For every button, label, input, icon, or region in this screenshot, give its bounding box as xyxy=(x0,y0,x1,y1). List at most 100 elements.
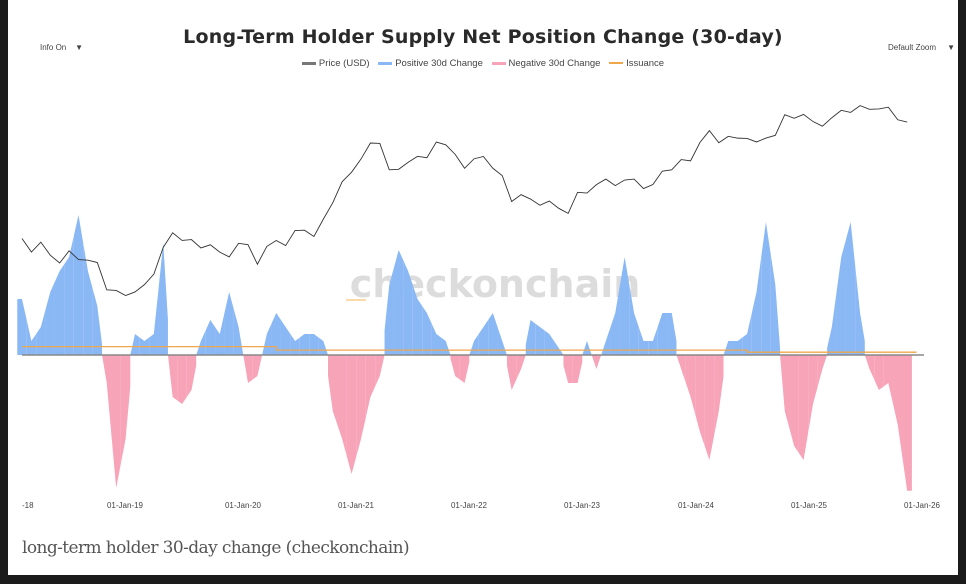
negative-change-area xyxy=(714,355,724,436)
positive-change-area xyxy=(299,334,310,355)
positive-change-area xyxy=(525,320,536,355)
zoom-label: Default Zoom xyxy=(888,43,937,52)
negative-change-area xyxy=(685,355,696,415)
positive-change-area xyxy=(582,341,592,355)
legend-swatch xyxy=(491,61,506,65)
positive-change-area xyxy=(290,334,300,355)
positive-change-area xyxy=(215,313,225,355)
negative-change-area xyxy=(864,355,875,380)
positive-change-area xyxy=(205,320,216,355)
negative-change-area xyxy=(186,355,197,397)
positive-change-area xyxy=(610,285,620,355)
legend-swatch xyxy=(301,61,316,65)
legend-item-issuance[interactable]: Issuance xyxy=(609,58,664,69)
positive-change-area xyxy=(544,330,555,355)
positive-change-area xyxy=(629,285,639,355)
negative-change-area xyxy=(883,355,894,404)
positive-change-area xyxy=(149,288,159,355)
positive-change-area xyxy=(17,299,27,355)
negative-change-area xyxy=(798,355,809,460)
positive-change-area xyxy=(770,253,781,355)
positive-change-area xyxy=(130,334,140,355)
positive-change-area xyxy=(393,250,404,355)
legend-item-negative[interactable]: Negative 30d Change xyxy=(491,58,601,69)
negative-change-area xyxy=(346,355,357,474)
legend-label: Negative 30d Change xyxy=(508,58,601,69)
positive-change-area xyxy=(638,327,649,355)
positive-change-area xyxy=(196,330,206,355)
positive-change-area xyxy=(535,323,545,355)
negative-change-area xyxy=(704,355,715,460)
positive-change-area xyxy=(280,320,291,355)
positive-change-area xyxy=(488,313,498,355)
positive-change-area xyxy=(478,320,489,355)
positive-change-area xyxy=(667,313,677,355)
legend-label: Price (USD) xyxy=(318,58,370,69)
x-tick-label: 01-Jan-25 xyxy=(791,501,828,510)
negative-change-area xyxy=(111,355,121,488)
positive-change-area xyxy=(554,341,564,355)
negative-change-area xyxy=(808,355,818,432)
negative-change-area xyxy=(780,355,790,429)
positive-change-area xyxy=(845,222,856,355)
negative-change-area xyxy=(572,355,583,383)
negative-change-area xyxy=(243,355,253,383)
positive-change-area xyxy=(262,323,272,355)
positive-change-area xyxy=(855,267,865,355)
negative-change-area xyxy=(459,355,470,383)
info-toggle-dropdown[interactable]: Info On ▼ xyxy=(40,43,83,52)
negative-change-area xyxy=(516,355,526,380)
positive-change-area xyxy=(836,239,846,355)
chart-panel xyxy=(8,0,958,575)
info-label: Info On xyxy=(40,43,67,52)
negative-change-area xyxy=(563,355,573,383)
positive-change-area xyxy=(827,292,837,355)
negative-change-area xyxy=(375,355,385,387)
negative-change-area xyxy=(120,355,131,464)
positive-change-area xyxy=(384,267,394,355)
x-tick-label: 01-Jan-22 xyxy=(451,501,488,510)
issuance-line xyxy=(22,345,917,353)
negative-change-area xyxy=(450,355,460,380)
positive-change-area xyxy=(497,327,507,355)
positive-change-area xyxy=(657,313,668,355)
x-tick-label: 01-Jan-19 xyxy=(107,501,144,510)
negative-change-area xyxy=(506,355,517,390)
positive-change-area xyxy=(92,288,103,355)
negative-change-area xyxy=(695,355,705,446)
x-tick-label: -18 xyxy=(22,501,34,510)
legend-item-price[interactable]: Price (USD) xyxy=(301,58,370,69)
positive-change-area xyxy=(619,257,630,355)
positive-change-area xyxy=(469,334,479,355)
positive-change-area xyxy=(648,327,658,355)
price-line xyxy=(21,105,908,296)
positive-change-area xyxy=(158,243,168,355)
x-tick-label: 01-Jan-21 xyxy=(338,501,375,510)
positive-change-area xyxy=(309,334,319,355)
positive-change-area xyxy=(732,337,743,355)
positive-change-area xyxy=(601,327,611,355)
legend: Price (USD) Positive 30d Change Negative… xyxy=(0,58,966,69)
positive-change-area xyxy=(224,292,234,355)
positive-change-area xyxy=(441,337,451,355)
legend-label: Issuance xyxy=(626,58,665,69)
x-tick-label: 01-Jan-26 xyxy=(904,501,941,510)
positive-change-area xyxy=(403,260,413,355)
negative-change-area xyxy=(252,355,263,380)
positive-change-area xyxy=(761,222,771,355)
legend-swatch xyxy=(609,62,624,65)
positive-change-area xyxy=(751,257,762,355)
negative-change-area xyxy=(167,355,178,401)
chart-title: Long-Term Holder Supply Net Position Cha… xyxy=(183,26,783,48)
positive-change-area xyxy=(36,309,46,355)
positive-change-area xyxy=(45,281,55,355)
x-tick-label: 01-Jan-20 xyxy=(225,501,262,510)
positive-change-area xyxy=(233,309,244,355)
positive-change-area xyxy=(742,313,752,355)
positive-change-area xyxy=(83,243,93,355)
chevron-down-icon: ▼ xyxy=(947,43,956,52)
legend-item-positive[interactable]: Positive 30d Change xyxy=(378,58,483,69)
positive-change-area xyxy=(422,306,432,355)
zoom-dropdown[interactable]: Default Zoom ▼ xyxy=(888,43,955,52)
